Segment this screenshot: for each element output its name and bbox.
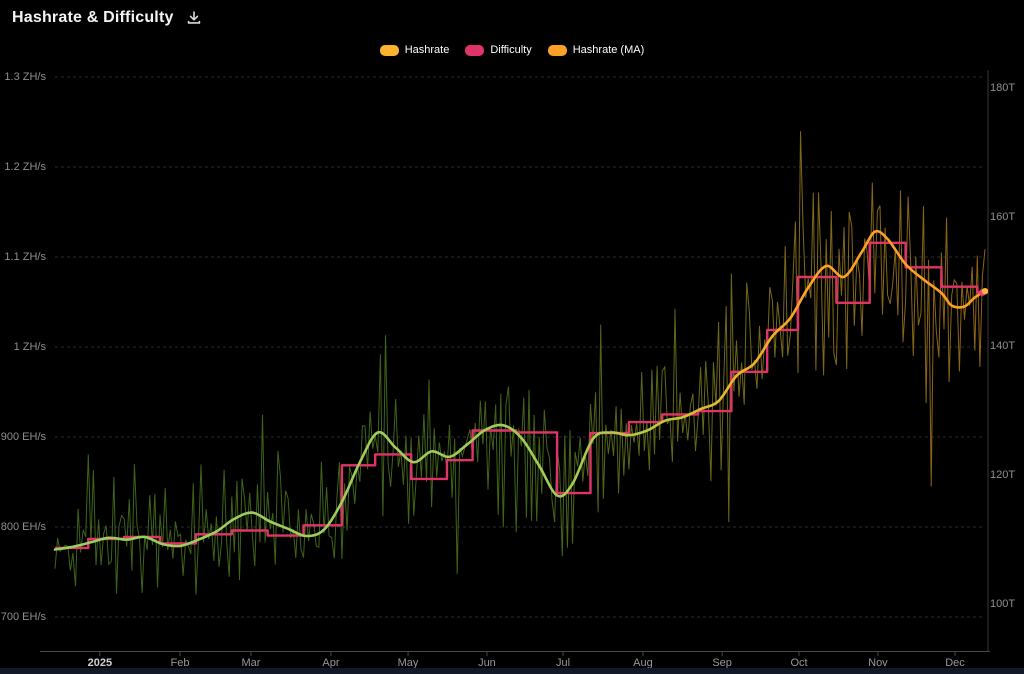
page-title: Hashrate & Difficulty xyxy=(12,9,174,26)
difficulty-legend-chip xyxy=(465,44,485,56)
hashrate-raw-line xyxy=(54,131,986,595)
legend-label: Hashrate xyxy=(404,44,450,56)
footer-strip xyxy=(0,668,1024,674)
legend-label: Hashrate (MA) xyxy=(572,44,645,56)
chart-legend: Hashrate Difficulty Hashrate (MA) xyxy=(0,44,1024,56)
header: Hashrate & Difficulty xyxy=(12,8,204,28)
hashrate-ma-end-dot xyxy=(981,288,989,295)
legend-label: Difficulty xyxy=(490,44,532,56)
legend-item-hashrate-ma[interactable]: Hashrate (MA) xyxy=(547,44,645,56)
download-button[interactable] xyxy=(184,8,204,28)
legend-item-hashrate[interactable]: Hashrate xyxy=(379,44,450,56)
hashrate-legend-chip xyxy=(379,44,399,56)
hashrate-ma-line xyxy=(53,229,987,551)
legend-item-difficulty[interactable]: Difficulty xyxy=(465,44,532,56)
hashrate-ma-legend-chip xyxy=(547,44,567,56)
difficulty-line xyxy=(55,241,983,550)
download-icon xyxy=(186,10,202,26)
